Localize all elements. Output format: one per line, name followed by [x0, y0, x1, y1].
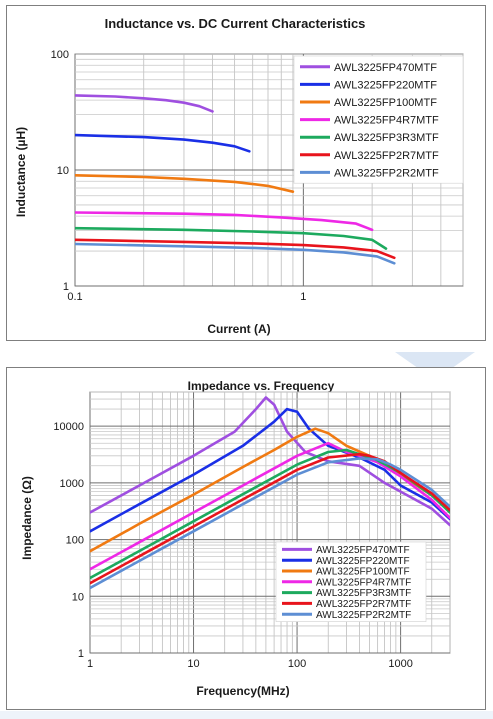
legend-label: AWL3225FP100MTF	[316, 567, 410, 578]
y-tick-label: 10000	[53, 421, 84, 433]
y-tick-label: 100	[51, 49, 69, 61]
series-line	[75, 226, 388, 250]
x-tick-label: 1000	[388, 658, 412, 670]
legend-label: AWL3225FP2R2MTF	[334, 167, 439, 179]
series-line	[90, 441, 450, 571]
x-tick-label: 1	[300, 291, 306, 303]
series-group	[90, 396, 450, 590]
series-line	[90, 407, 450, 533]
x-tick-label: 1	[87, 658, 93, 670]
series-group	[75, 94, 396, 265]
chart-title: Inductance vs. DC Current Characteristic…	[105, 16, 366, 31]
y-axis-label: Inductance (µH)	[14, 127, 28, 217]
legend-label: AWL3225FP2R2MTF	[316, 610, 411, 621]
legend-label: AWL3225FP3R3MTF	[316, 588, 411, 599]
x-axis-label: Current (A)	[207, 322, 270, 336]
y-tick-label: 1	[63, 281, 69, 293]
y-axis-label: Impedance (Ω)	[20, 476, 34, 560]
y-tick-label: 1000	[60, 478, 84, 490]
series-line	[90, 457, 450, 590]
series-line	[90, 427, 450, 553]
legend-label: AWL3225FP220MTF	[316, 556, 410, 567]
legend-label: AWL3225FP2R7MTF	[316, 599, 411, 610]
legend-label: AWL3225FP3R3MTF	[334, 132, 439, 144]
x-axis-label: Frequency(MHz)	[196, 684, 289, 698]
legend-label: AWL3225FP470MTF	[316, 545, 410, 556]
legend-label: AWL3225FP4R7MTF	[316, 577, 411, 588]
legend-label: AWL3225FP220MTF	[334, 79, 437, 91]
inductance-chart-panel: Inductance vs. DC Current Characteristic…	[6, 5, 486, 341]
y-tick-label: 10	[57, 165, 69, 177]
legend: AWL3225FP470MTFAWL3225FP220MTFAWL3225FP1…	[275, 541, 427, 622]
legend-label: AWL3225FP470MTF	[334, 62, 437, 74]
series-line	[75, 133, 251, 153]
impedance-chart: Impedance vs. Frequency Impedance (Ω) Fr…	[20, 379, 451, 698]
series-line	[75, 174, 295, 193]
inductance-chart: Inductance vs. DC Current Characteristic…	[14, 16, 464, 336]
legend-label: AWL3225FP4R7MTF	[334, 115, 439, 127]
x-tick-label: 10	[187, 658, 199, 670]
series-line	[75, 211, 374, 232]
y-tick-label: 100	[66, 535, 84, 547]
legend-label: AWL3225FP100MTF	[334, 97, 437, 109]
series-line	[75, 238, 396, 260]
y-tick-label: 1	[78, 648, 84, 660]
series-line	[90, 396, 450, 527]
series-line	[75, 242, 396, 265]
chart-title: Impedance vs. Frequency	[188, 379, 335, 393]
y-tick-label: 10	[72, 591, 84, 603]
x-tick-label: 100	[288, 658, 306, 670]
impedance-chart-panel: Impedance vs. Frequency Impedance (Ω) Fr…	[6, 367, 486, 710]
series-line	[90, 452, 450, 585]
series-line	[75, 94, 214, 113]
x-tick-label: 0.1	[67, 291, 82, 303]
decorative-band	[0, 711, 493, 719]
legend: AWL3225FP470MTF AWL3225FP220MTF AWL3225FP1…	[293, 55, 464, 184]
legend-label: AWL3225FP2R7MTF	[334, 150, 439, 162]
y-gridlines	[90, 391, 450, 654]
